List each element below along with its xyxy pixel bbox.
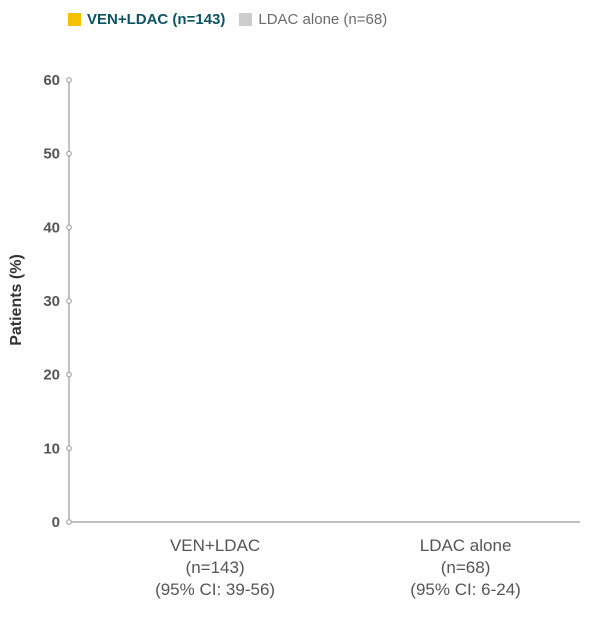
x-category-line-1-0: LDAC alone (420, 536, 512, 555)
x-category-label-1: LDAC alone (n=68) (95% CI: 6-24) (410, 536, 521, 599)
y-tick-mark-40 (66, 224, 72, 231)
legend-label-ven-ldac: VEN+LDAC (n=143) (87, 11, 226, 28)
y-tick-mark-0 (66, 519, 72, 525)
legend-item-ldac-alone: LDAC alone (n=68) (239, 11, 387, 28)
y-axis-title: Patients (%) (8, 254, 25, 346)
legend: VEN+LDAC (n=143) LDAC alone (n=68) (68, 11, 401, 28)
y-tick-label-50: 50 (43, 146, 60, 163)
y-tick-mark-10 (66, 445, 72, 452)
y-tick-label-0: 0 (52, 514, 60, 531)
y-tick-label-60: 60 (43, 72, 60, 89)
y-tick-mark-60 (66, 77, 72, 83)
x-category-line-0-2: (95% CI: 39-56) (155, 580, 275, 599)
y-tick-label-30: 30 (43, 293, 60, 310)
y-tick-label-10: 10 (43, 440, 60, 457)
legend-label-ldac-alone: LDAC alone (n=68) (258, 11, 388, 28)
x-category-line-0-1: (n=143) (186, 558, 245, 577)
legend-swatch-ven-ldac (68, 13, 81, 26)
legend-swatch-ldac-alone (239, 13, 253, 26)
x-category-line-0-0: VEN+LDAC (170, 536, 260, 555)
y-tick-mark-20 (66, 371, 72, 378)
y-tick-label-40: 40 (43, 219, 60, 236)
y-tick-label-20: 20 (43, 367, 60, 384)
y-tick-mark-50 (66, 150, 72, 157)
x-category-line-1-1: (n=68) (441, 558, 491, 577)
legend-item-ven-ldac: VEN+LDAC (n=143) (68, 11, 225, 28)
x-category-line-1-2: (95% CI: 6-24) (410, 580, 521, 599)
y-tick-mark-30 (66, 298, 72, 304)
x-category-label-0: VEN+LDAC (n=143) (95% CI: 39-56) (155, 536, 275, 599)
